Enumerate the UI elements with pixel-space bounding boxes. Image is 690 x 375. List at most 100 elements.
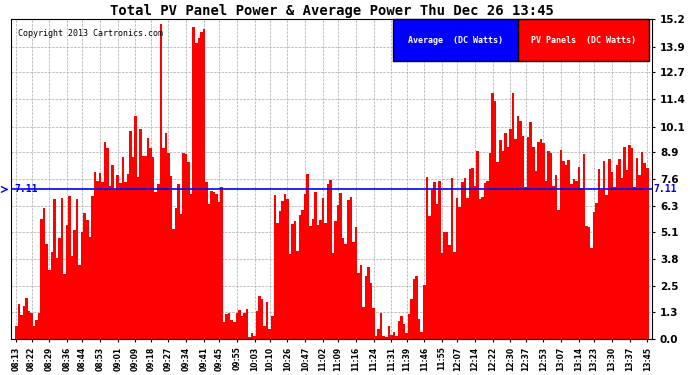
Bar — [28, 312, 30, 339]
Bar — [365, 276, 367, 339]
Bar — [375, 336, 377, 339]
Bar — [309, 226, 311, 339]
Bar — [266, 302, 268, 339]
Bar — [441, 253, 443, 339]
Bar — [104, 142, 106, 339]
Bar — [373, 308, 375, 339]
Bar — [71, 256, 73, 339]
Bar — [514, 138, 517, 339]
Bar — [453, 252, 456, 339]
Bar — [56, 258, 58, 339]
Bar — [314, 192, 317, 339]
Bar — [570, 184, 573, 339]
Bar — [342, 237, 344, 339]
Bar — [385, 337, 388, 339]
Bar — [147, 138, 149, 339]
Bar — [180, 214, 182, 339]
Bar — [641, 152, 644, 339]
Bar — [418, 319, 420, 339]
Bar — [608, 159, 611, 339]
Bar — [213, 192, 215, 339]
Bar — [284, 194, 286, 339]
Bar — [172, 230, 175, 339]
Bar — [542, 144, 544, 339]
Bar — [537, 142, 540, 339]
Bar — [613, 187, 615, 339]
Bar — [311, 219, 314, 339]
Bar — [20, 315, 23, 339]
Bar — [486, 181, 489, 339]
Bar — [53, 200, 56, 339]
Bar — [451, 178, 453, 339]
Bar — [281, 201, 284, 339]
Bar — [448, 245, 451, 339]
Bar — [190, 194, 193, 339]
Bar — [132, 157, 134, 339]
Text: 7.11: 7.11 — [653, 184, 677, 195]
Bar — [489, 153, 491, 339]
Bar — [456, 198, 458, 339]
Bar — [405, 333, 408, 339]
Bar — [411, 299, 413, 339]
Bar — [620, 178, 623, 339]
Bar — [588, 227, 590, 339]
Bar — [390, 335, 393, 339]
Bar — [377, 328, 380, 339]
Bar — [268, 329, 271, 339]
Bar — [491, 93, 494, 339]
Bar — [177, 184, 180, 339]
Bar — [226, 314, 228, 339]
Bar — [46, 244, 48, 339]
Bar — [644, 163, 646, 339]
Bar — [466, 198, 469, 339]
Bar — [117, 175, 119, 339]
Bar — [517, 116, 520, 339]
Bar — [502, 151, 504, 339]
Bar — [119, 183, 121, 339]
Bar — [580, 188, 582, 339]
Bar — [339, 194, 342, 339]
Bar — [476, 151, 479, 339]
Bar — [235, 314, 238, 339]
Bar — [347, 200, 350, 339]
Bar — [33, 326, 35, 339]
Bar — [494, 101, 497, 339]
Bar — [575, 182, 578, 339]
Bar — [223, 322, 226, 339]
Bar — [50, 252, 53, 339]
Bar — [558, 210, 560, 339]
Bar — [618, 159, 620, 339]
Bar — [294, 221, 296, 339]
Bar — [106, 148, 109, 339]
Bar — [319, 220, 322, 339]
Bar — [218, 202, 220, 339]
Text: PV Panels  (DC Watts): PV Panels (DC Watts) — [531, 36, 636, 45]
Bar — [76, 200, 79, 339]
Bar — [200, 32, 203, 339]
Bar — [585, 226, 588, 339]
Bar — [395, 336, 397, 339]
Bar — [512, 93, 514, 339]
Bar — [482, 196, 484, 339]
Bar — [141, 156, 144, 339]
Bar — [626, 170, 629, 339]
Bar — [352, 242, 355, 339]
Bar — [520, 121, 522, 339]
Bar — [359, 265, 362, 339]
Bar — [155, 192, 157, 339]
Bar — [633, 186, 636, 339]
Bar — [144, 156, 147, 339]
Bar — [623, 147, 626, 339]
Bar — [208, 204, 210, 339]
Bar — [134, 116, 137, 339]
Bar — [443, 232, 446, 339]
Bar — [380, 313, 382, 339]
Bar — [593, 211, 595, 339]
Bar — [552, 186, 555, 339]
Bar — [332, 253, 335, 339]
Bar — [246, 309, 248, 339]
Bar — [182, 153, 185, 339]
Bar — [261, 300, 264, 339]
FancyBboxPatch shape — [518, 20, 649, 61]
Bar — [63, 274, 66, 339]
